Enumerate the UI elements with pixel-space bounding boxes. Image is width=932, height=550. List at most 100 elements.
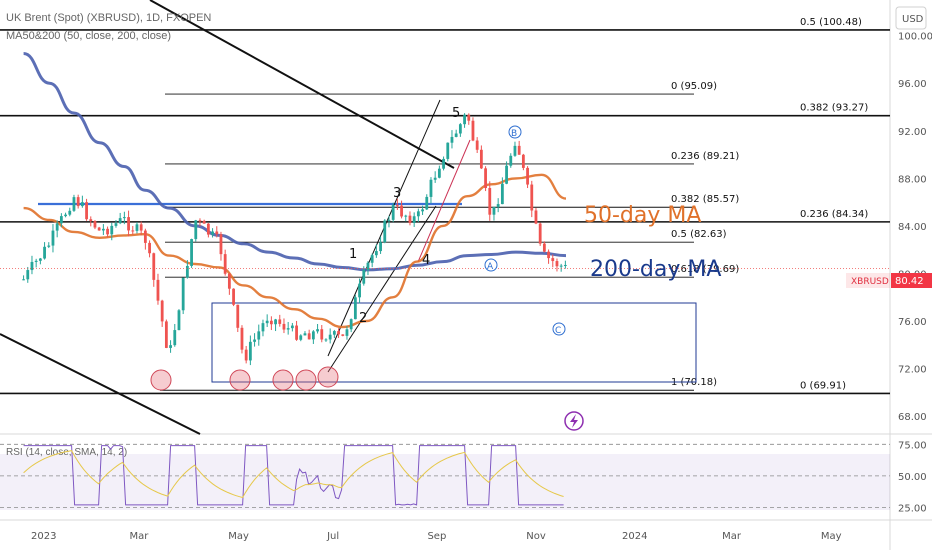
candle-body [370,255,374,263]
candle-body [316,329,319,332]
symbol-title[interactable]: UK Brent (Spot) (XBRUSD), 1D, FXOPEN [6,12,211,24]
wave-5-trendline[interactable] [417,139,471,263]
candle-body [484,168,487,189]
candle-body [257,331,261,340]
candle-body [223,254,227,274]
channel-lower-line[interactable] [0,333,201,435]
support-box[interactable] [211,302,697,383]
wave-label-4: 4 [422,253,430,268]
candle-body [513,145,517,156]
time-axis[interactable]: 2023 Mar May Jul Sep Nov 2024 Mar May [31,531,842,542]
candle-body [542,243,546,252]
candle-body [164,321,168,348]
candle-body [425,196,429,210]
channel-upper-line[interactable] [149,0,455,169]
price-tick-label: 96.00 [898,79,927,90]
rsi-legend[interactable]: RSI (14, close, SMA, 14, 2) [6,447,127,458]
rsi-sma-line[interactable] [23,450,564,499]
candle-body [26,270,30,280]
candle-body [400,205,403,217]
candle-body [211,231,214,235]
last-price-badge: XBRUSD 80.42 [846,273,932,288]
abc-marker-a [484,258,498,272]
candle-body [185,265,189,278]
candle-body [139,224,143,231]
fib-major-levels: 0.5 (100.48) 0.382 (93.27) 0.236 (84.34) 0 … [0,17,890,395]
candle-body [152,253,156,280]
candle-body [269,320,273,325]
candle-body [122,217,126,219]
fib-minor-label: 0.236 (89.21) [671,151,739,162]
candle-body [110,225,114,235]
currency-button[interactable]: USD [895,6,927,30]
rsi-pane[interactable]: RSI (14, close, SMA, 14, 2) [0,443,890,510]
candle-body [345,329,349,336]
candle-body [408,215,412,223]
last-price-value: 80.42 [895,276,924,287]
fib-major-label: 0.5 (100.48) [800,17,862,28]
candle-body [236,304,240,328]
rsi-line[interactable] [23,445,564,506]
candle-body [148,242,151,254]
candle-body [282,323,286,330]
ma50-line[interactable] [23,173,567,329]
candle-body [232,288,235,305]
price-tick-label: 92.00 [898,127,927,138]
candle-body [412,216,416,223]
candle-body [349,319,353,330]
candle-body [458,124,462,134]
time-tick-label: 2024 [622,531,647,542]
candle-body [559,265,563,267]
fib-major-label: 0 (69.91) [800,380,846,391]
candle-body [248,341,252,361]
candle-body [198,220,202,222]
indicator-legend[interactable]: MA50&200 (50, close, 200, close) [6,30,171,42]
fib-minor-label: 0.382 (85.57) [671,194,739,205]
candle-body [127,217,130,231]
candle-body [500,183,504,205]
candle-body [374,251,378,256]
candle-body [43,246,46,259]
candle-body [475,140,479,150]
candle-body [353,297,357,320]
candle-body [433,177,437,180]
candle-body [341,334,345,336]
candle-body [526,167,529,185]
candle-body [307,333,311,340]
abc-labels: A B C [484,125,566,336]
candle-body [286,328,290,330]
candle-body [530,184,534,211]
candle-body [80,202,84,207]
currency-label: USD [902,14,924,25]
candle-body [227,273,231,289]
low-marker [295,369,317,391]
rsi-tick-label: 50.00 [898,472,927,483]
candle-body [68,210,72,215]
fib-minor-label: 1 (70.18) [671,377,717,388]
wave-label-3: 3 [393,186,401,201]
price-tick-label: 84.00 [898,222,927,233]
low-marker [272,369,294,391]
candle-body [421,209,424,212]
candle-body [391,205,395,220]
candle-body [274,319,277,325]
candle-body [379,242,382,252]
candle-body [454,133,458,137]
candle-body [34,260,38,262]
lightning-icon[interactable] [564,411,584,431]
candle-body [156,279,160,301]
candle-body [265,320,269,324]
asc-channel-lower[interactable] [327,205,437,373]
fib-major-label: 0.236 (84.34) [800,209,868,220]
wave-label-5: 5 [452,106,460,121]
candle-body [320,329,324,340]
rsi-tick-label: 25.00 [898,503,927,514]
candle-body [295,325,298,340]
candle-body [404,215,408,217]
candle-body [106,228,109,235]
price-tick-label: 88.00 [898,174,927,185]
wave-label-1: 1 [349,247,357,262]
ma200-line[interactable] [23,52,567,272]
